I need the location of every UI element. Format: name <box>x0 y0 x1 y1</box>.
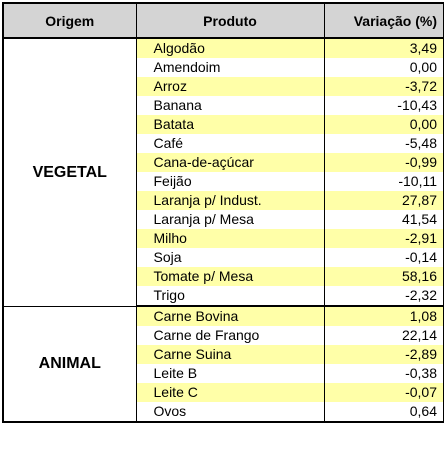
variacao-cell: 0,00 <box>323 58 444 77</box>
variacao-cell: -10,11 <box>323 172 444 191</box>
table-row: Leite C -0,07 <box>3 383 444 402</box>
variacao-cell: -5,48 <box>323 134 444 153</box>
table-row: Arroz -3,72 <box>3 77 444 96</box>
variacao-cell: 0,64 <box>323 402 444 423</box>
produto-cell: Carne Suina <box>135 345 325 364</box>
produto-cell: Amendoim <box>135 58 325 77</box>
table-row: Ovos 0,64 <box>3 402 444 423</box>
produto-cell: Leite C <box>135 383 325 402</box>
produto-cell: Carne Bovina <box>135 306 325 326</box>
variacao-cell: 3,49 <box>323 38 444 58</box>
produto-cell: Café <box>135 134 325 153</box>
table-row: VEGETAL Algodão 3,49 <box>2 37 444 307</box>
produto-cell: Soja <box>135 248 325 267</box>
table-row: Tomate p/ Mesa 58,16 <box>3 267 444 286</box>
variacao-cell: -0,99 <box>323 153 444 172</box>
table-row: Laranja p/ Mesa 41,54 <box>3 210 444 229</box>
variacao-cell: 58,16 <box>323 267 444 286</box>
produto-cell: Batata <box>135 115 325 134</box>
origin-cell: VEGETAL <box>2 37 137 307</box>
produto-cell: Carne de Frango <box>135 326 325 345</box>
header-row: Origem Produto Variação (%) <box>2 2 444 39</box>
produto-cell: Arroz <box>135 77 325 96</box>
table-row: Carne de Frango 22,14 <box>3 326 444 345</box>
produto-cell: Trigo <box>135 286 325 307</box>
variacao-cell: 41,54 <box>323 210 444 229</box>
produto-cell: Feijão <box>135 172 325 191</box>
origin-cell: ANIMAL <box>2 305 137 423</box>
table-row: Amendoim 0,00 <box>3 58 444 77</box>
variacao-cell: -2,32 <box>323 286 444 307</box>
header-origem: Origem <box>2 2 137 39</box>
produto-cell: Laranja p/ Indust. <box>135 191 325 210</box>
variacao-cell: -2,91 <box>323 229 444 248</box>
table-row: Banana -10,43 <box>3 96 444 115</box>
table-row: Cana-de-açúcar -0,99 <box>3 153 444 172</box>
produto-cell: Ovos <box>135 402 325 423</box>
variacao-cell: -3,72 <box>323 77 444 96</box>
produto-cell: Laranja p/ Mesa <box>135 210 325 229</box>
variacao-cell: -10,43 <box>323 96 444 115</box>
variacao-cell: 22,14 <box>323 326 444 345</box>
variacao-cell: -0,07 <box>323 383 444 402</box>
produto-cell: Tomate p/ Mesa <box>135 267 325 286</box>
table-row: Batata 0,00 <box>3 115 444 134</box>
table-row: ANIMAL Carne Bovina 1,08 <box>2 305 444 423</box>
produto-cell: Banana <box>135 96 325 115</box>
table-row: Soja -0,14 <box>3 248 444 267</box>
produto-cell: Leite B <box>135 364 325 383</box>
produto-cell: Milho <box>135 229 325 248</box>
table-row: Milho -2,91 <box>3 229 444 248</box>
header-produto: Produto <box>135 2 325 39</box>
table-row: Café -5,48 <box>3 134 444 153</box>
variacao-cell: -0,38 <box>323 364 444 383</box>
produto-cell: Cana-de-açúcar <box>135 153 325 172</box>
table-row: Trigo -2,32 <box>3 286 444 307</box>
table-row: Feijão -10,11 <box>3 172 444 191</box>
header-variacao: Variação (%) <box>323 2 444 39</box>
variacao-cell: -2,89 <box>323 345 444 364</box>
table-row: Leite B -0,38 <box>3 364 444 383</box>
variacao-cell: 1,08 <box>323 306 444 326</box>
variacao-cell: 0,00 <box>323 115 444 134</box>
table-body: VEGETAL Algodão 3,49 Amendoim 0,00 Arroz -3,72… <box>2 37 444 423</box>
table-row: Carne Suina -2,89 <box>3 345 444 364</box>
variacao-cell: -0,14 <box>323 248 444 267</box>
produto-cell: Algodão <box>135 38 325 58</box>
variacao-cell: 27,87 <box>323 191 444 210</box>
variation-table: Origem Produto Variação (%) VEGETAL Algod… <box>2 2 444 423</box>
table-row: Laranja p/ Indust. 27,87 <box>3 191 444 210</box>
